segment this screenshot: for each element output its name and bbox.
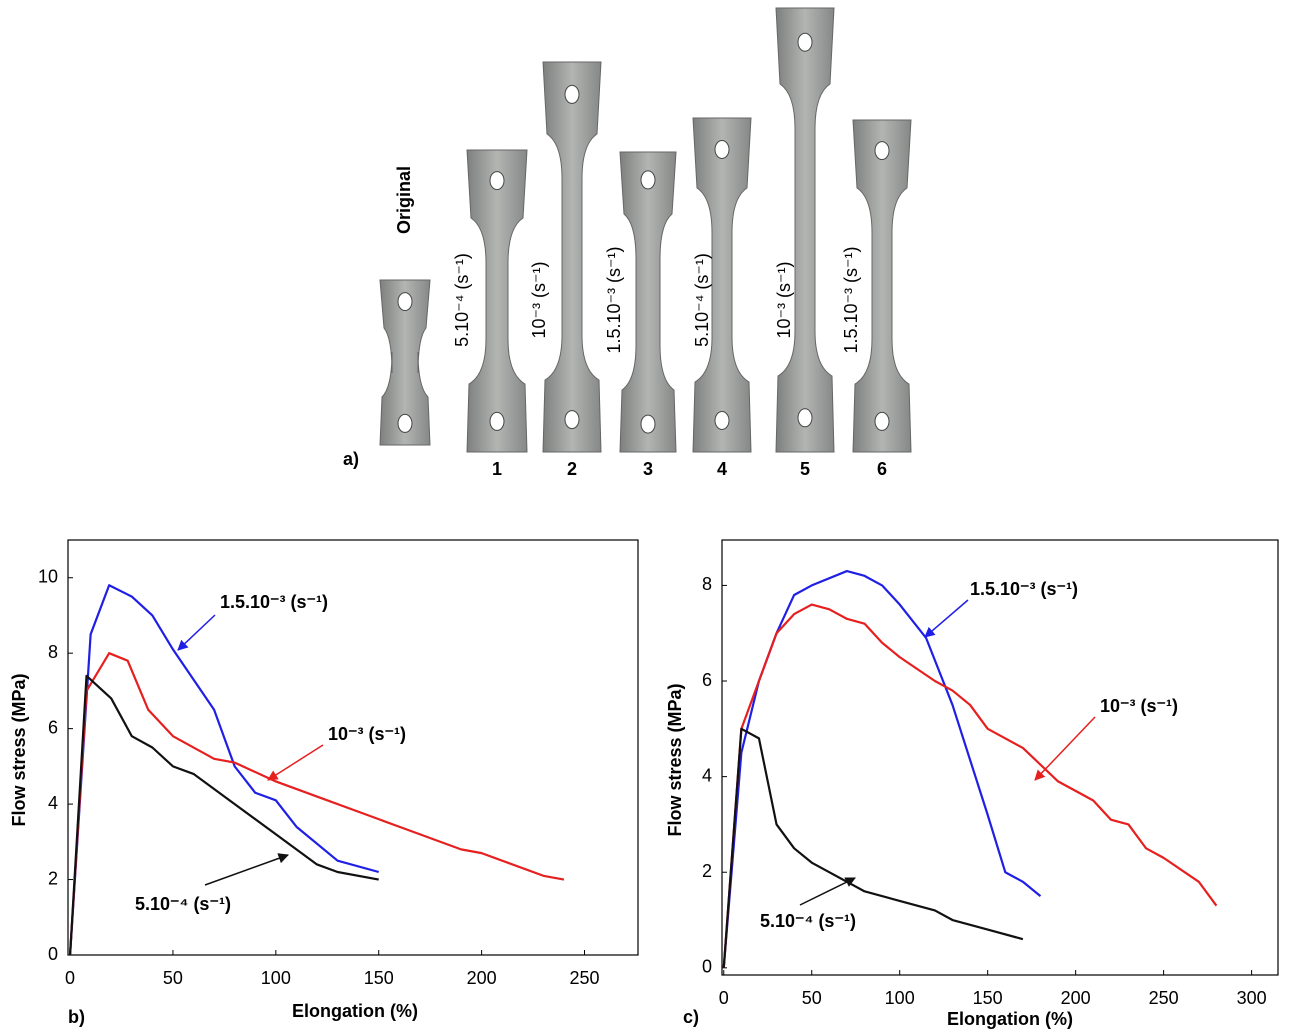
y-axis-label: Flow stress (MPa)	[9, 673, 29, 826]
y-tick-label: 0	[702, 957, 712, 977]
y-tick-label: 4	[48, 793, 58, 813]
strain-rate-label: 5.10⁻⁴ (s⁻¹)	[692, 253, 712, 347]
specimen	[692, 117, 752, 453]
y-tick-label: 0	[48, 944, 58, 964]
annotation-arrow	[1034, 716, 1096, 781]
specimen-hole	[397, 292, 413, 312]
y-tick-label: 8	[48, 642, 58, 662]
series-label: 1.5.10⁻³ (s⁻¹)	[970, 579, 1078, 599]
specimen	[542, 61, 602, 453]
data-line	[68, 652, 565, 956]
series-label: 5.10⁻⁴ (s⁻¹)	[135, 894, 231, 914]
x-tick-label: 250	[1149, 988, 1179, 1008]
x-tick-label: 200	[467, 968, 497, 988]
panel-label: c)	[683, 1007, 699, 1027]
specimen-hole	[874, 141, 890, 161]
y-tick-label: 6	[702, 670, 712, 690]
series-label: 1.5.10⁻³ (s⁻¹)	[220, 592, 328, 612]
specimen-number: 3	[643, 459, 653, 479]
y-tick-label: 8	[702, 574, 712, 594]
specimen-hole	[397, 413, 413, 433]
x-tick-label: 150	[973, 988, 1003, 1008]
strain-rate-label: 10⁻³ (s⁻¹)	[529, 261, 549, 338]
specimen-hole	[797, 32, 813, 52]
specimen-hole	[564, 410, 580, 430]
series-label: 5.10⁻⁴ (s⁻¹)	[760, 911, 856, 931]
specimen-hole	[874, 411, 890, 431]
specimen-hole	[564, 84, 580, 104]
x-tick-label: 50	[163, 968, 183, 988]
specimen	[852, 119, 912, 453]
specimen-hole	[489, 171, 505, 191]
x-axis-label: Elongation (%)	[947, 1009, 1073, 1029]
annotation-arrow	[267, 744, 324, 781]
specimen	[379, 279, 431, 446]
specimen-hole	[797, 408, 813, 428]
specimen-hole	[714, 411, 730, 430]
original-label: Original	[394, 166, 414, 234]
series-label: 10⁻³ (s⁻¹)	[1100, 696, 1178, 716]
specimen-hole	[640, 170, 656, 190]
x-axis-label: Elongation (%)	[292, 1001, 418, 1021]
specimen-hole	[640, 414, 656, 434]
annotation-arrow	[799, 877, 856, 906]
strain-rate-label: 5.10⁻⁴ (s⁻¹)	[452, 253, 472, 347]
specimen	[466, 149, 528, 453]
specimen-hole	[489, 411, 505, 431]
annotation-arrow	[924, 599, 969, 638]
x-tick-label: 200	[1061, 988, 1091, 1008]
panel-label: b)	[68, 1007, 85, 1027]
y-tick-label: 10	[38, 566, 58, 586]
strain-rate-label: 1.5.10⁻³ (s⁻¹)	[604, 246, 624, 353]
strain-rate-label: 10⁻³ (s⁻¹)	[774, 261, 794, 338]
data-line	[68, 584, 380, 956]
annotation-arrow	[177, 614, 216, 651]
x-tick-label: 100	[261, 968, 291, 988]
annotation-arrow	[204, 853, 289, 886]
panel-label: a)	[343, 449, 359, 469]
plot-frame	[67, 539, 639, 956]
specimen-hole	[714, 140, 730, 159]
x-tick-label: 150	[364, 968, 394, 988]
x-tick-label: 250	[569, 968, 599, 988]
data-line	[722, 727, 1024, 968]
series-label: 10⁻³ (s⁻¹)	[328, 724, 406, 744]
x-tick-label: 0	[719, 988, 729, 1008]
specimen-number: 5	[800, 459, 810, 479]
data-line	[68, 674, 379, 956]
x-tick-label: 0	[65, 968, 75, 988]
x-tick-label: 300	[1237, 988, 1267, 1008]
specimen	[619, 151, 677, 453]
y-tick-label: 6	[48, 717, 58, 737]
specimen-number: 6	[877, 459, 887, 479]
x-tick-label: 100	[885, 988, 915, 1008]
data-line	[722, 569, 1042, 968]
x-tick-label: 50	[802, 988, 822, 1008]
y-tick-label: 2	[702, 861, 712, 881]
data-line	[722, 603, 1218, 968]
y-tick-label: 4	[702, 765, 712, 785]
y-axis-label: Flow stress (MPa)	[665, 683, 685, 836]
plot-frame	[721, 539, 1279, 976]
specimen-number: 4	[717, 459, 727, 479]
specimen-number: 2	[567, 459, 577, 479]
specimen	[775, 7, 835, 453]
y-tick-label: 2	[48, 868, 58, 888]
strain-rate-label: 1.5.10⁻³ (s⁻¹)	[841, 246, 861, 353]
specimen-number: 1	[492, 459, 502, 479]
